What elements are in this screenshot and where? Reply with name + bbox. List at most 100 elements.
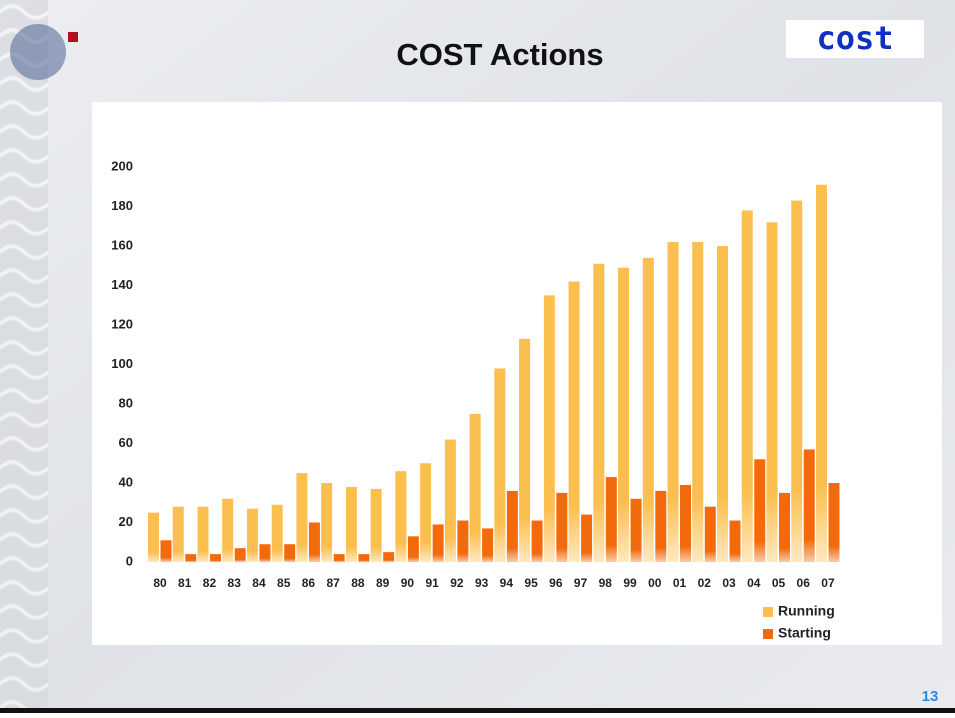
bar — [148, 512, 159, 562]
bar — [741, 210, 753, 562]
bar — [383, 552, 395, 562]
bar — [284, 544, 296, 562]
bar — [692, 242, 704, 563]
x-tick-label: 96 — [549, 576, 563, 590]
bar — [358, 554, 370, 562]
emblem — [10, 24, 66, 80]
y-tick-label: 60 — [119, 435, 133, 450]
bar — [605, 477, 617, 562]
x-tick-label: 94 — [500, 576, 514, 590]
x-tick-label: 01 — [673, 576, 687, 590]
y-tick-label: 180 — [111, 198, 133, 213]
bar — [185, 554, 197, 562]
x-tick-label: 04 — [747, 576, 761, 590]
bar — [581, 514, 593, 562]
x-tick-label: 88 — [351, 576, 365, 590]
chart-panel — [92, 102, 942, 645]
bar — [593, 263, 605, 562]
bar — [321, 483, 333, 562]
bar — [791, 200, 803, 562]
legend-label: Starting — [778, 625, 831, 641]
x-tick-label: 87 — [327, 576, 341, 590]
x-tick-label: 99 — [623, 576, 637, 590]
bar — [506, 490, 518, 562]
bar — [519, 338, 531, 562]
x-tick-label: 02 — [698, 576, 712, 590]
bar — [234, 548, 246, 562]
legend-swatch — [763, 607, 773, 617]
bar — [345, 486, 357, 562]
legend-swatch — [763, 629, 773, 639]
bar — [444, 439, 456, 562]
x-tick-label: 00 — [648, 576, 662, 590]
y-tick-label: 20 — [119, 514, 133, 529]
bar — [717, 246, 729, 562]
y-tick-label: 140 — [111, 277, 133, 292]
bar — [568, 281, 580, 562]
bar — [420, 463, 432, 562]
y-tick-label: 40 — [119, 474, 133, 489]
bar — [618, 267, 630, 562]
legend-label: Running — [778, 603, 835, 619]
bar — [494, 368, 506, 562]
y-tick-label: 0 — [126, 553, 133, 568]
logo: cost — [816, 19, 893, 57]
bar — [407, 536, 419, 562]
x-tick-label: 95 — [524, 576, 538, 590]
x-tick-label: 93 — [475, 576, 489, 590]
y-tick-label: 120 — [111, 316, 133, 331]
y-tick-label: 100 — [111, 356, 133, 371]
x-tick-label: 85 — [277, 576, 291, 590]
page-number: 13 — [922, 688, 939, 705]
bar — [209, 554, 221, 562]
bar — [729, 520, 741, 562]
x-tick-label: 92 — [450, 576, 464, 590]
x-tick-label: 89 — [376, 576, 390, 590]
bar — [308, 522, 320, 562]
y-tick-label: 200 — [111, 158, 133, 173]
bar — [704, 506, 716, 562]
title: COST Actions — [396, 37, 603, 72]
bar — [630, 498, 642, 562]
bar — [531, 520, 543, 562]
y-tick-label: 80 — [119, 395, 133, 410]
x-tick-label: 91 — [425, 576, 439, 590]
logo-box — [786, 20, 924, 58]
bar — [642, 257, 654, 562]
bar — [395, 471, 407, 562]
x-tick-label: 80 — [153, 576, 167, 590]
x-tick-label: 86 — [302, 576, 316, 590]
bar — [667, 242, 679, 563]
bar — [296, 473, 308, 562]
bar — [754, 459, 766, 562]
x-tick-label: 03 — [722, 576, 736, 590]
bar — [482, 528, 494, 562]
x-tick-label: 83 — [228, 576, 242, 590]
bar — [160, 540, 172, 562]
bar — [815, 184, 827, 562]
x-tick-label: 07 — [821, 576, 835, 590]
bar — [271, 504, 283, 562]
bar — [803, 449, 815, 562]
x-tick-label: 06 — [797, 576, 811, 590]
bar — [197, 506, 209, 562]
bar — [655, 490, 667, 562]
y-tick-label: 160 — [111, 237, 133, 252]
x-tick-label: 97 — [574, 576, 588, 590]
emblem-square — [68, 32, 78, 42]
rope-border — [0, 0, 48, 708]
x-tick-label: 98 — [599, 576, 613, 590]
bar — [370, 488, 382, 562]
x-tick-label: 90 — [401, 576, 415, 590]
bar — [680, 484, 692, 562]
x-tick-label: 84 — [252, 576, 266, 590]
bar — [543, 295, 555, 562]
bar — [432, 524, 444, 562]
x-tick-label: 81 — [178, 576, 192, 590]
bottom-line — [0, 708, 955, 713]
bar — [779, 492, 790, 562]
bar — [556, 492, 568, 562]
